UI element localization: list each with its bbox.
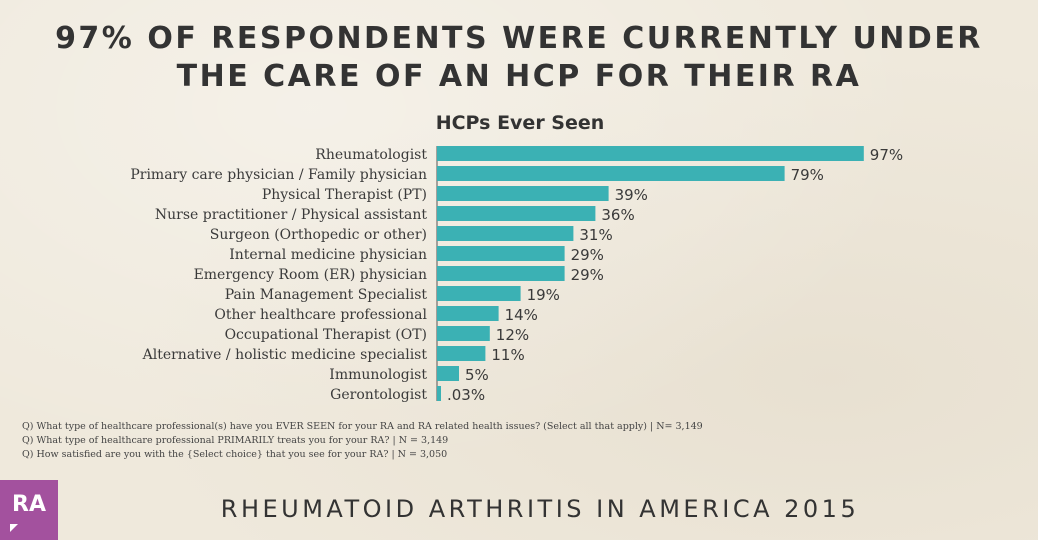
value-label: 14% [505,306,538,324]
speech-bubble-icon [10,524,18,532]
category-label: Surgeon (Orthopedic or other) [210,227,427,243]
value-label: 19% [527,286,560,304]
bar [437,386,441,401]
bar [437,246,565,261]
logo-text: RA [12,492,46,517]
category-label: Other healthcare professional [214,307,427,323]
survey-notes: Q) What type of healthcare professional(… [22,420,703,462]
category-label: Internal medicine physician [229,247,427,263]
bar [437,326,490,341]
value-label: .03% [447,386,485,404]
value-label: 39% [615,186,648,204]
bar [437,166,785,181]
category-label: Physical Therapist (PT) [262,187,427,203]
value-label: 97% [870,146,903,164]
value-label: 29% [571,266,604,284]
survey-note: Q) How satisfied are you with the {Selec… [22,449,448,460]
chart-title: HCPs Ever Seen [435,112,605,134]
category-label: Primary care physician / Family physicia… [130,167,427,183]
bar [437,146,864,161]
bar [437,286,521,301]
bar [437,366,459,381]
value-label: 31% [579,226,612,244]
ra-logo: RA [0,480,58,540]
bar [437,346,486,361]
category-label: Nurse practitioner / Physical assistant [155,207,427,223]
survey-note: Q) What type of healthcare professional(… [22,421,703,432]
value-label: 11% [491,346,524,364]
category-label: Immunologist [329,367,427,383]
survey-note: Q) What type of healthcare professional … [22,435,449,446]
category-label: Alternative / holistic medicine speciali… [142,347,428,363]
category-label: Occupational Therapist (OT) [225,327,427,343]
headline-line-2: THE CARE OF AN HCP FOR THEIR RA [176,59,862,94]
bar [437,266,565,281]
category-label: Pain Management Specialist [225,287,428,303]
bar [437,206,596,221]
bar [437,306,499,321]
category-label: Rheumatologist [315,147,427,163]
value-label: 12% [496,326,529,344]
headline-line-1: 97% OF RESPONDENTS WERE CURRENTLY UNDER [55,21,983,56]
category-label: Emergency Room (ER) physician [194,267,427,283]
value-label: 5% [465,366,489,384]
category-label: Gerontologist [330,387,427,403]
bar [437,226,574,241]
footer-title: RHEUMATOID ARTHRITIS IN AMERICA 2015 [220,495,860,523]
value-label: 36% [601,206,634,224]
bar [437,186,609,201]
value-label: 79% [791,166,824,184]
value-label: 29% [571,246,604,264]
